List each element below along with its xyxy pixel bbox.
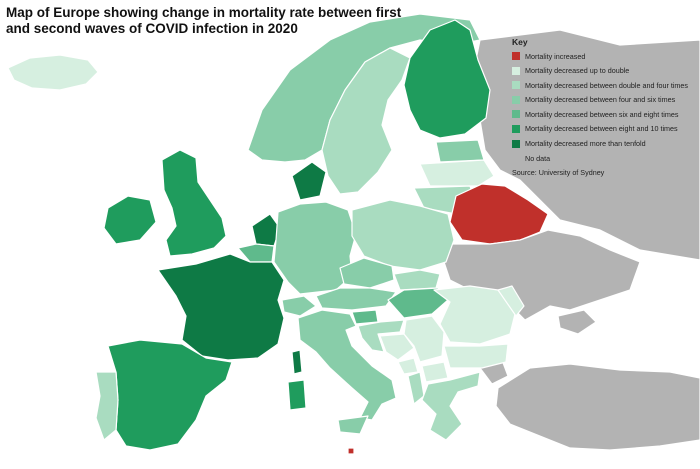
region-bosnia <box>379 333 415 361</box>
legend-swatch <box>512 124 520 133</box>
legend-swatch <box>512 95 520 104</box>
legend-label: No data <box>525 153 551 163</box>
region-slovenia <box>351 309 379 325</box>
legend-label: Mortality decreased up to double <box>525 66 630 76</box>
legend-item-more-than-tenfold: Mortality decreased more than tenfold <box>512 138 698 148</box>
legend-label: Mortality decreased between six and eigh… <box>525 109 679 119</box>
legend-item-mortality-increased: Mortality increased <box>512 51 698 61</box>
region-estonia <box>435 139 485 163</box>
region-sardinia <box>287 379 307 411</box>
region-montenegro <box>397 357 419 375</box>
region-iceland <box>7 54 99 91</box>
legend-swatch <box>512 52 520 61</box>
legend-label: Mortality decreased between double and f… <box>525 80 689 90</box>
source-note: Source: University of Sydney <box>512 167 605 177</box>
legend-item-four-to-six: Mortality decreased between four and six… <box>512 95 698 105</box>
region-switzerland <box>281 295 317 317</box>
region-czechia <box>339 257 395 289</box>
region-north-macedonia <box>421 361 449 383</box>
region-norway <box>247 13 481 163</box>
legend-item-eight-to-ten: Mortality decreased between eight and 10… <box>512 124 698 134</box>
region-slovakia <box>393 269 441 291</box>
region-ireland <box>103 195 157 245</box>
legend-item-six-to-eight: Mortality decreased between six and eigh… <box>512 109 698 119</box>
legend-swatch <box>512 66 520 75</box>
legend-swatch <box>512 154 520 163</box>
region-italy <box>297 309 397 421</box>
map-legend: Key Mortality increased Mortality decrea… <box>512 37 698 177</box>
region-romania <box>433 285 517 345</box>
region-bulgaria <box>443 343 509 369</box>
region-latvia <box>419 159 495 187</box>
legend-item-up-to-double: Mortality decreased up to double <box>512 66 698 76</box>
legend-item-double-to-four: Mortality decreased between double and f… <box>512 80 698 90</box>
legend-item-no-data: No data <box>512 153 698 163</box>
region-belarus <box>449 183 549 245</box>
region-croatia <box>357 319 405 353</box>
region-belgium <box>237 243 275 263</box>
legend-label: Mortality increased <box>525 51 586 61</box>
region-uk <box>161 149 227 257</box>
legend-label: Mortality decreased between eight and 10… <box>525 124 678 134</box>
region-corsica <box>291 349 303 375</box>
region-albania <box>407 371 425 405</box>
legend-swatch <box>512 139 520 148</box>
region-turkey <box>495 363 700 451</box>
region-france <box>157 253 285 361</box>
region-poland <box>351 199 455 271</box>
map-title: Map of Europe showing change in mortalit… <box>6 5 402 36</box>
region-russia <box>469 29 700 261</box>
legend-swatch <box>512 110 520 119</box>
legend-label: Mortality decreased more than tenfold <box>525 139 646 149</box>
region-greece <box>421 371 481 441</box>
region-finland <box>403 19 491 139</box>
region-denmark <box>291 161 327 201</box>
region-crimea <box>557 309 597 335</box>
region-serbia <box>403 315 445 363</box>
legend-title: Key <box>512 37 528 47</box>
region-malta <box>347 447 355 455</box>
legend-label: Mortality decreased between four and six… <box>525 95 676 105</box>
legend-swatch <box>512 81 520 90</box>
region-moldova <box>497 285 525 317</box>
region-portugal <box>95 371 119 441</box>
region-sicily <box>337 415 369 435</box>
region-sweden <box>321 47 411 195</box>
